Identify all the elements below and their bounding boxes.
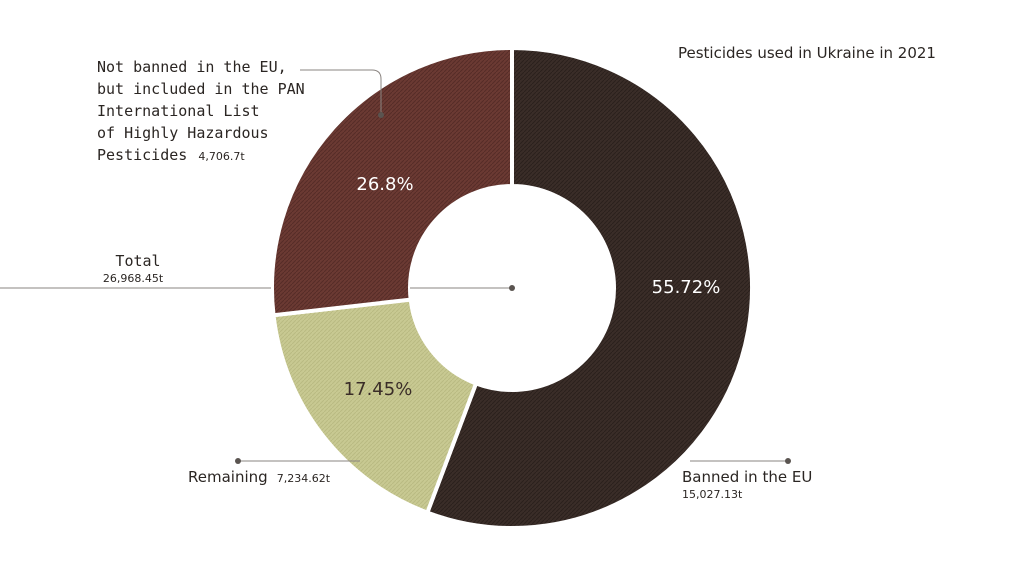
slice-banned [424,45,754,530]
leader-banned-dot [785,458,791,464]
label-pan-line-4: of Highly Hazardous [97,124,269,142]
total-label: Total [115,252,160,270]
slice-pan [270,45,514,318]
label-pan-line-3: International List [97,102,260,120]
leader-pan-dot [378,112,384,118]
center-dot [509,285,515,291]
label-pan-name-end: Pesticides [97,146,187,164]
label-banned-value: 15,027.13t [682,488,743,501]
slice-percent-pan: 26.8% [356,174,413,195]
slices-group [270,45,754,530]
slice-remaining [271,297,479,516]
label-remaining-name: Remaining [188,468,268,486]
total-value: 26,968.45t [103,272,164,285]
leader-remaining-dot [235,458,241,464]
leader-lines [0,69,791,464]
label-pan-line-2: but included in the PAN [97,80,305,98]
label-remaining: Remaining 7,234.62t [188,467,331,486]
label-banned-name: Banned in the EU [682,468,812,486]
label-pan-line-5: Pesticides 4,706.7t [97,145,245,164]
leader-pan [300,69,382,112]
label-pan: Not banned in the EU, but included in th… [97,58,305,164]
slice-percent-remaining: 17.45% [344,379,413,400]
label-pan-line-1: Not banned in the EU, [97,58,287,76]
chart-title: Pesticides used in Ukraine in 2021 [678,44,936,62]
label-remaining-value: 7,234.62t [277,472,331,485]
slice-percent-banned: 55.72% [652,277,721,298]
label-pan-value: 4,706.7t [198,150,245,163]
